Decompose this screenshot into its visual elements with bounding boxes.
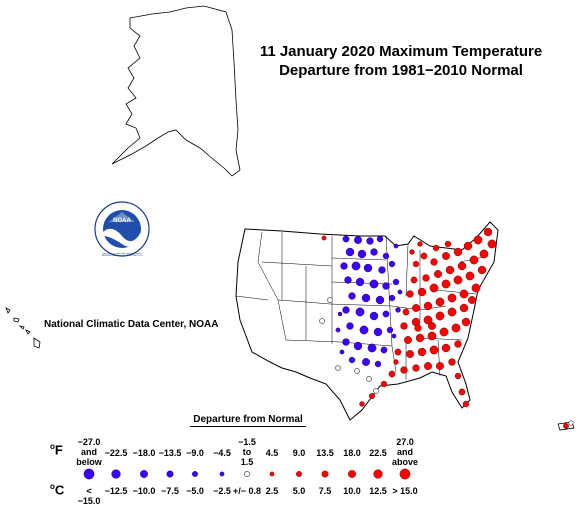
noaa-logo-text: NOAA [113,218,131,224]
legend-f-value: −9.0 [186,448,204,458]
celsius-unit: C [54,482,65,498]
legend-f-label: −9.0 [178,448,212,458]
legend-c-label: −2.5 [213,486,231,496]
legend-title: Departure from Normal [190,414,306,427]
legend-f-unit: oF [50,442,63,457]
cold-stations [335,235,403,368]
legend-symbol [373,469,383,479]
title-line-1: 11 January 2020 Maximum Temperature [259,43,543,60]
legend-f-label: −4.5 [205,448,239,458]
legend-c-label: 12.5 [369,486,387,496]
warm-stations [321,227,497,408]
puerto-rico-outline [557,421,575,431]
legend-f-label: −13.5 [153,448,187,458]
legend-f-label: 18.0 [335,448,369,458]
legend-symbol [111,469,121,479]
legend-f-label: −27.0 and below [72,437,106,467]
legend-c-label: 5.0 [292,486,306,496]
legend-f-value: −13.5 [158,448,182,458]
hawaii-outline [5,307,41,349]
legend-f-sub1: and [396,447,413,457]
legend-f-value: −27.0 [77,437,101,447]
legend-f-label: 9.0 [282,448,316,458]
legend-c-label: 2.5 [265,486,279,496]
legend-f-label: 22.5 [361,448,395,458]
alaska-outline [111,5,241,177]
legend-f-label: −1.5 to 1.5 [230,437,264,467]
legend-c-label: 10.0 [343,486,361,496]
legend-symbol [399,468,411,480]
legend-f-value: −22.5 [104,448,128,458]
state-lines [235,231,489,380]
legend-f-value: 18.0 [343,448,361,458]
legend-f-sub2: 1.5 [240,457,254,467]
legend-symbol [219,471,225,477]
legend-f-value: −4.5 [213,448,231,458]
legend-symbol [83,468,95,480]
legend-c-label: −10.0 [132,486,156,496]
legend-symbol [140,470,148,478]
legend-c-label: 7.5 [318,486,332,496]
legend-symbol [348,470,356,478]
legend-c-label: < −15.0 [77,486,101,506]
legend-f-value: 13.5 [316,448,334,458]
legend-f-sub1: and [80,447,97,457]
noaa-ring-text: NATIONAL OCEANIC AND ATMOSPHERIC ADMINIS… [101,253,143,257]
legend-c-unit: oC [50,482,64,497]
legend-symbol [296,471,302,477]
fahrenheit-unit: F [54,442,63,458]
legend-f-label: 27.0 and above [388,437,422,467]
legend-f-value: −18.0 [132,448,156,458]
noaa-logo [94,201,150,257]
legend-c-label: −5.0 [186,486,204,496]
puerto-rico-stations [563,420,574,429]
degree-sign: o [50,442,55,451]
legend-f-value: 22.5 [369,448,387,458]
legend-f-sub1: to [242,447,252,457]
legend-f-sub2: above [391,457,418,467]
map-title: 11 January 2020 Maximum Temperature Depa… [232,42,570,80]
legend-f-value: −1.5 [238,437,256,447]
legend-f-label: −18.0 [127,448,161,458]
legend-f-value: 4.5 [265,448,279,458]
legend-f-label: 4.5 [255,448,289,458]
legend-symbol [192,471,198,477]
legend-c-label: +/− 0.8 [232,486,262,496]
credit-label: National Climatic Data Center, NOAA [44,319,219,330]
legend-symbol [321,470,329,478]
legend-f-label: 13.5 [308,448,342,458]
title-line-2: Departure from 1981−2010 Normal [279,62,523,79]
legend-f-label: −22.5 [99,448,133,458]
legend-f-sub2: below [76,457,102,467]
neutral-stations [319,297,379,394]
legend-c-label: −12.5 [104,486,128,496]
legend-c-label: > 15.0 [392,486,418,496]
legend-symbols [83,468,411,480]
degree-sign: o [50,482,55,491]
legend-c-label: −7.5 [161,486,179,496]
legend-f-value: 9.0 [292,448,306,458]
legend-f-value: 27.0 [396,437,414,447]
legend-symbol [269,471,275,477]
legend-symbol [166,470,174,478]
legend-symbol [244,471,250,477]
